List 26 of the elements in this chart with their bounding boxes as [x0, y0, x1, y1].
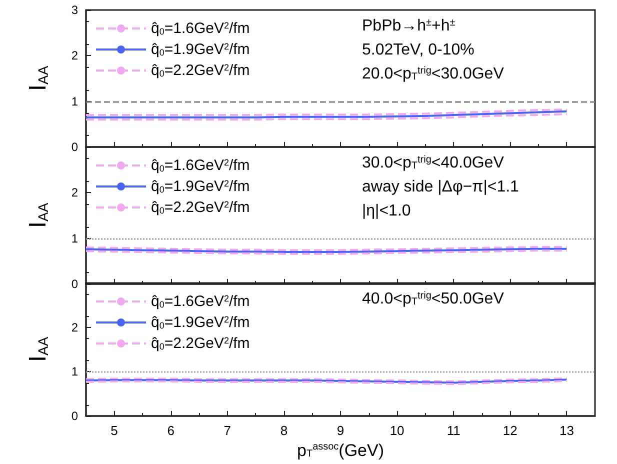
x-tick-label: 13 [559, 423, 574, 438]
x-tick-label: 12 [502, 423, 518, 438]
y-tick-label: 2 [71, 48, 78, 63]
y-tick-label: 0 [71, 409, 78, 424]
annotation: |η|<1.0 [362, 202, 411, 220]
y-tick-label: 1 [71, 364, 78, 379]
x-tick-label: 7 [224, 423, 232, 438]
y-tick-label: 2 [71, 185, 78, 200]
annotation: away side |Δφ−π|<1.1 [362, 178, 520, 196]
y-tick-label: 0 [71, 140, 78, 154]
x-tick-label: 6 [167, 423, 174, 438]
x-tick-label: 9 [336, 423, 344, 438]
annotation: 5.02TeV, 0-10% [362, 42, 474, 58]
x-tick-label: 10 [390, 423, 404, 438]
x-tick-label: 8 [280, 423, 288, 438]
y-axis-title: IAA [24, 202, 52, 228]
annotation: PbPb→h±+h± [362, 18, 456, 34]
y-axis-title: IAA [24, 65, 52, 92]
y-tick-label: 1 [71, 230, 78, 245]
y-tick-label: 0 [71, 276, 78, 291]
y-axis-title: IAA [24, 336, 52, 362]
x-tick-label: 11 [446, 423, 460, 438]
x-tick-label: 5 [110, 423, 118, 438]
y-tick-label: 1 [71, 94, 78, 108]
y-tick-label: 2 [71, 320, 78, 335]
y-tick-label: 3 [71, 3, 78, 17]
